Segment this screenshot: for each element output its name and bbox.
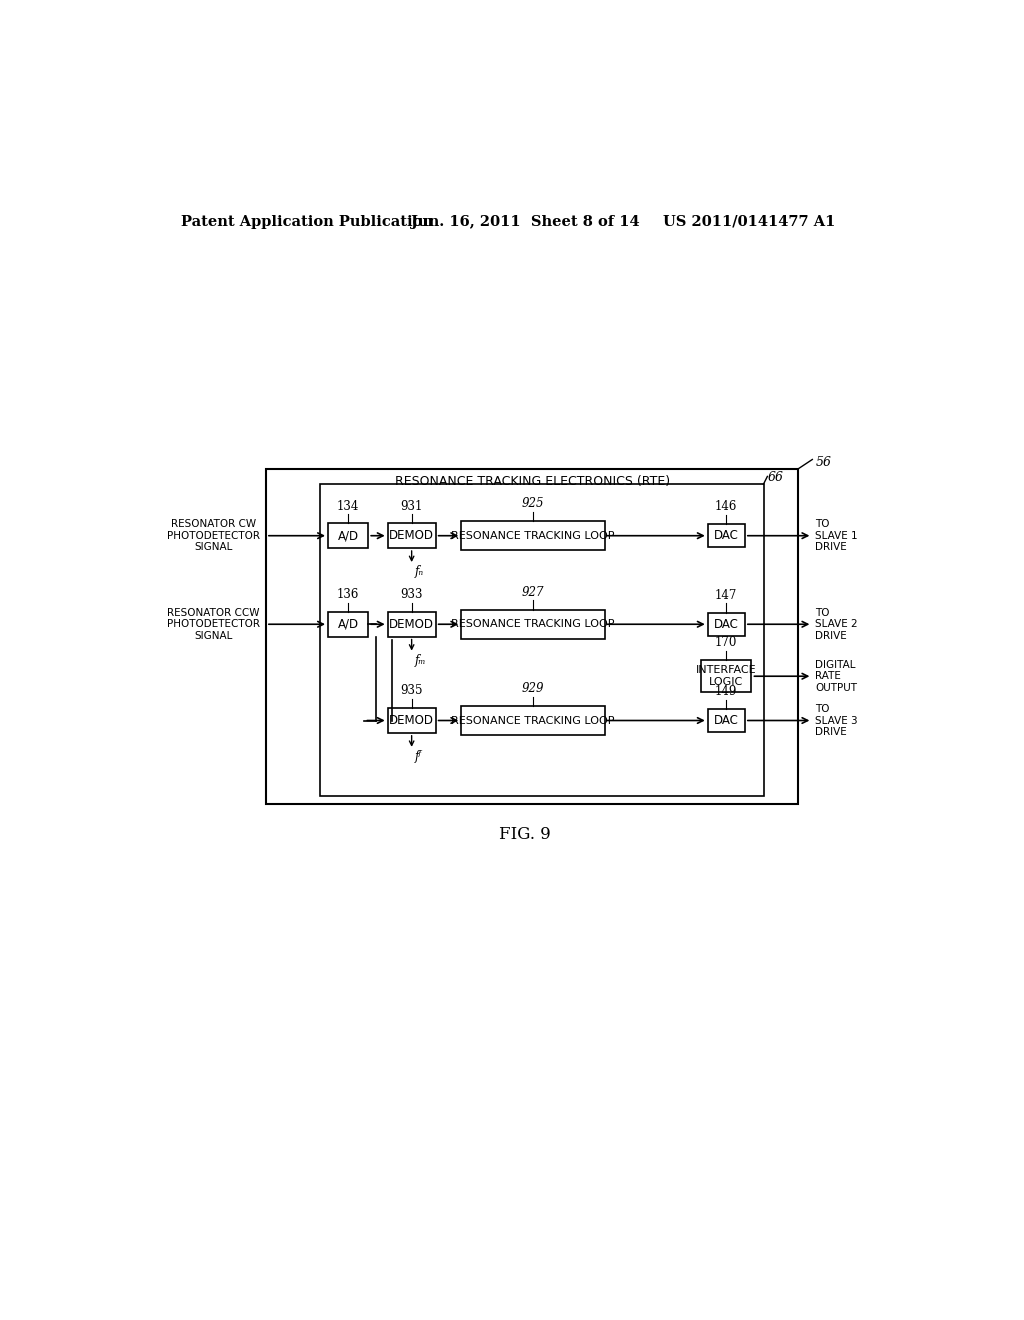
Text: fₙ: fₙ [415, 565, 424, 578]
Bar [701, 660, 752, 693]
Bar [321, 484, 764, 796]
Text: RESONATOR CW
PHOTODETECTOR
SIGNAL: RESONATOR CW PHOTODETECTOR SIGNAL [167, 519, 260, 552]
Text: 149: 149 [715, 685, 737, 698]
Text: fᶠ: fᶠ [415, 750, 422, 763]
Bar [388, 523, 435, 548]
Text: RESONANCE TRACKING LOOP: RESONANCE TRACKING LOOP [452, 715, 614, 726]
Text: DAC: DAC [714, 529, 738, 543]
Bar [708, 612, 744, 636]
Text: US 2011/0141477 A1: US 2011/0141477 A1 [663, 215, 836, 228]
Text: 56: 56 [815, 455, 831, 469]
Text: 935: 935 [400, 684, 423, 697]
Bar [461, 706, 604, 735]
Text: Patent Application Publication: Patent Application Publication [180, 215, 433, 228]
Bar [461, 521, 604, 550]
Bar [266, 469, 799, 804]
Bar [708, 524, 744, 548]
Text: 931: 931 [400, 499, 423, 512]
Text: DEMOD: DEMOD [389, 529, 434, 543]
Bar [461, 610, 604, 639]
Text: DIGITAL
RATE
OUTPUT: DIGITAL RATE OUTPUT [815, 660, 857, 693]
Text: TO
SLAVE 3
DRIVE: TO SLAVE 3 DRIVE [815, 704, 858, 737]
Text: DEMOD: DEMOD [389, 618, 434, 631]
Text: DAC: DAC [714, 618, 738, 631]
Text: RESONANCE TRACKING LOOP: RESONANCE TRACKING LOOP [452, 619, 614, 630]
Bar [328, 523, 369, 548]
Text: DAC: DAC [714, 714, 738, 727]
Bar [708, 709, 744, 733]
Text: 147: 147 [715, 589, 737, 602]
Text: RESONANCE TRACKING ELECTRONICS (RTE): RESONANCE TRACKING ELECTRONICS (RTE) [394, 475, 670, 488]
Text: 927: 927 [521, 586, 544, 599]
Bar [388, 612, 435, 636]
Text: TO
SLAVE 2
DRIVE: TO SLAVE 2 DRIVE [815, 607, 858, 640]
Text: 925: 925 [521, 498, 544, 511]
Text: RESONANCE TRACKING LOOP: RESONANCE TRACKING LOOP [452, 531, 614, 541]
Text: TO
SLAVE 1
DRIVE: TO SLAVE 1 DRIVE [815, 519, 858, 552]
Text: 66: 66 [767, 471, 783, 484]
Text: 146: 146 [715, 500, 737, 513]
Text: A/D: A/D [338, 529, 358, 543]
Bar [328, 612, 369, 636]
Text: DEMOD: DEMOD [389, 714, 434, 727]
Text: INTERFACE
LOGIC: INTERFACE LOGIC [696, 665, 757, 686]
Text: 170: 170 [715, 636, 737, 649]
Text: 136: 136 [337, 589, 359, 601]
Text: 933: 933 [400, 589, 423, 601]
Text: RESONATOR CCW
PHOTODETECTOR
SIGNAL: RESONATOR CCW PHOTODETECTOR SIGNAL [167, 607, 260, 640]
Text: 134: 134 [337, 499, 359, 512]
Text: Jun. 16, 2011  Sheet 8 of 14: Jun. 16, 2011 Sheet 8 of 14 [411, 215, 640, 228]
Text: A/D: A/D [338, 618, 358, 631]
Bar [388, 708, 435, 733]
Text: FIG. 9: FIG. 9 [499, 826, 551, 843]
Text: fₘ: fₘ [415, 653, 426, 667]
Text: 929: 929 [521, 682, 544, 696]
